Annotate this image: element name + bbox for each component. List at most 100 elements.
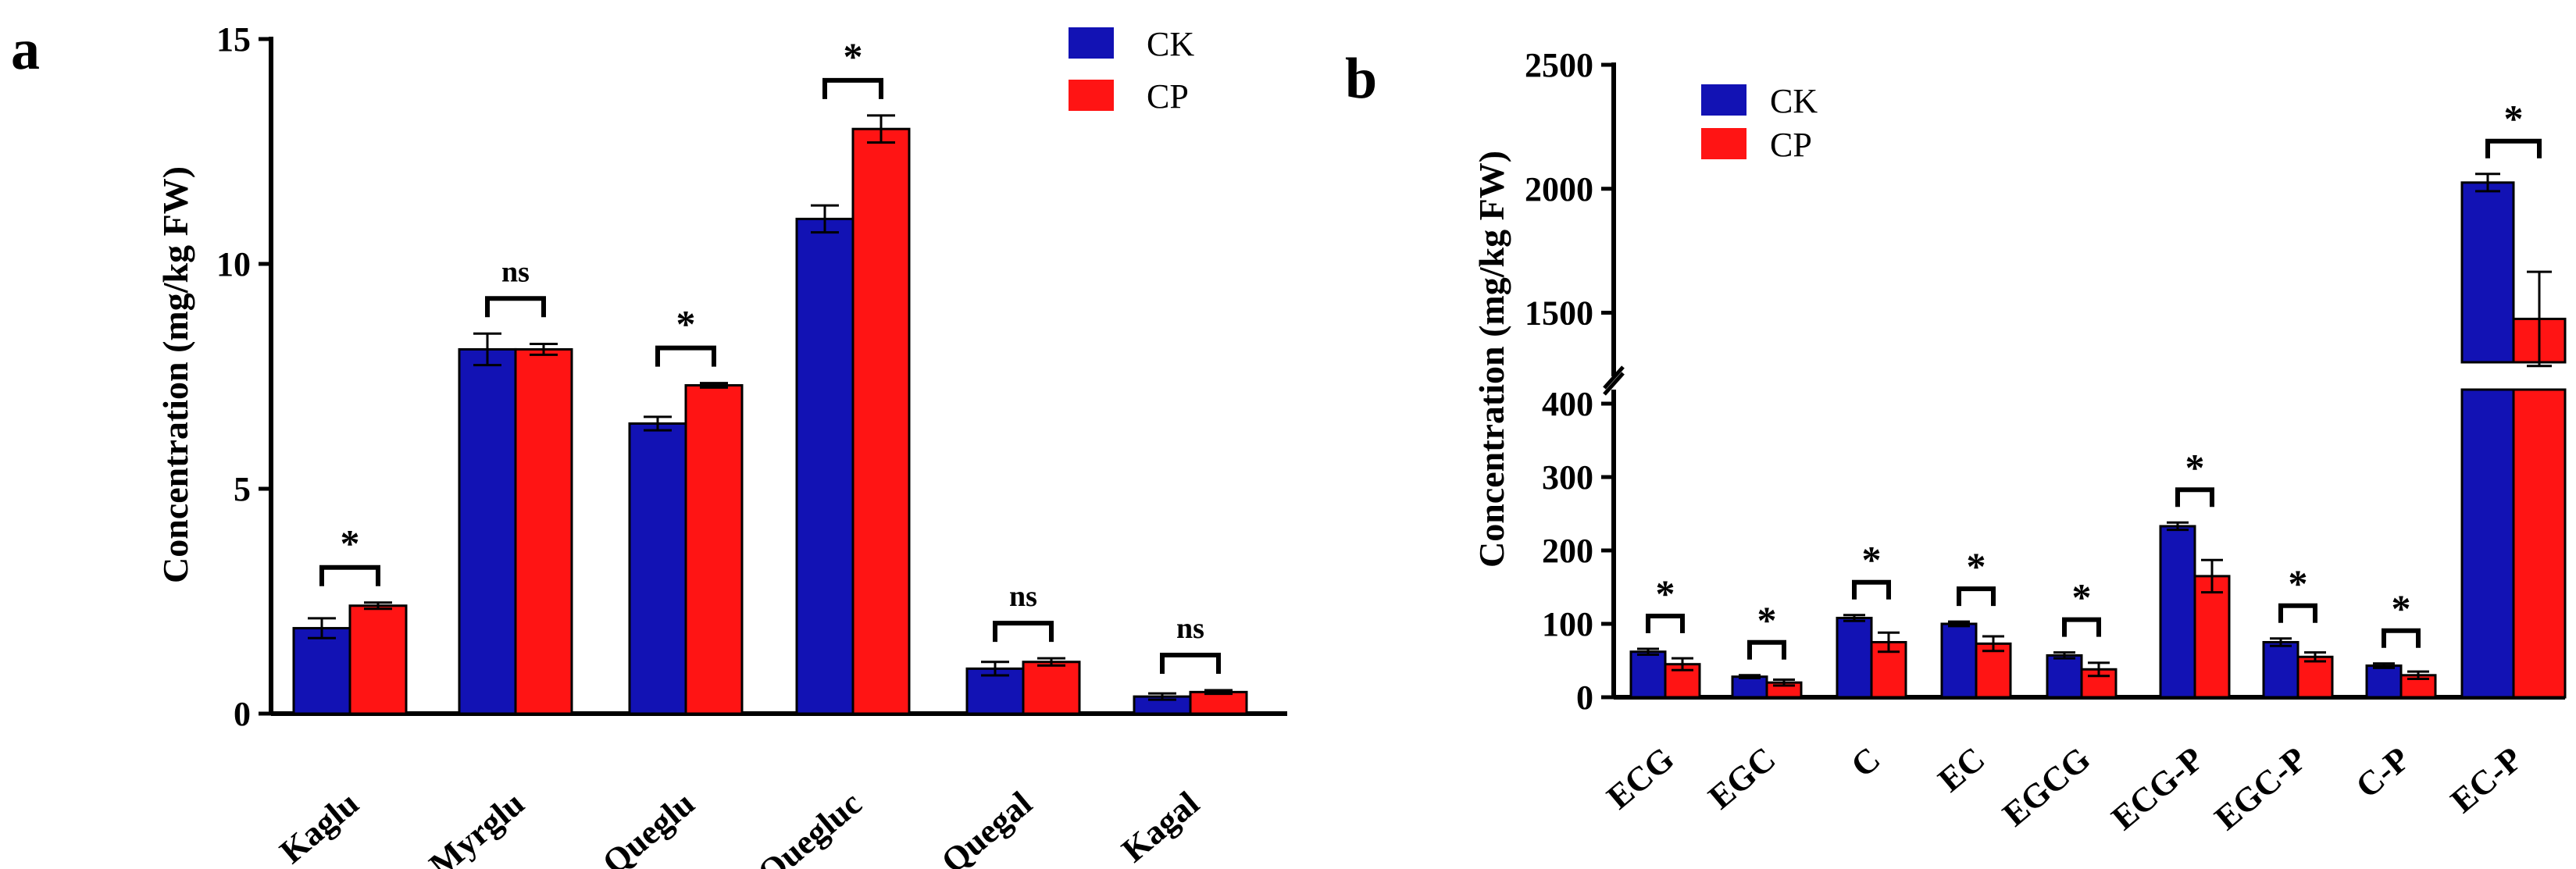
panel-b-xtick-label: ECG [1600, 739, 1682, 817]
panel-b-legend: CK CP [1701, 82, 1818, 164]
panel-b-bar-ck [1940, 622, 1978, 699]
panel-b-ytick-label: 100 [1542, 605, 1593, 643]
panel-b-ytick-label: 300 [1542, 458, 1593, 497]
panel-b-xtick-label: EGCG [1996, 739, 2098, 834]
panel-b-sig-label: * [1967, 544, 1986, 588]
panel-a-bar-cp [1189, 690, 1248, 715]
panel-b-xtick-label: C-P [2349, 739, 2417, 806]
panel-a-sig-label: * [341, 522, 360, 565]
panel-b-sig-label: * [2072, 575, 2092, 619]
panel-b-xtick-label: EGC-P [2207, 739, 2314, 838]
panel-b-sig-bracket [2485, 138, 2542, 158]
panel-b-sig-bracket [1852, 579, 1891, 600]
panel-a-ytick-label: 10 [216, 245, 251, 283]
panel-b-sig-bracket [2062, 617, 2101, 637]
panel-a-sig-bracket [319, 564, 380, 586]
panel-a-bar-ck [458, 347, 517, 715]
panel-a-legend: CK CP [1069, 25, 1194, 116]
panel-a-bar-ck [292, 627, 351, 715]
panel-b-ytick-label: 400 [1542, 385, 1593, 423]
legend-a-cp-swatch [1069, 80, 1114, 111]
panel-a-bar-cp [348, 604, 408, 715]
panel-b-sig-bracket [2175, 487, 2214, 508]
panel-a-xtick-label: Quegal [934, 784, 1039, 869]
panel-b-ytick-label: 0 [1576, 678, 1593, 717]
legend-a-ck-label: CK [1147, 25, 1194, 63]
panel-a-bar-ck [628, 422, 687, 715]
panel-a-sig-label: ns [1176, 612, 1204, 645]
panel-a-sig-bracket [822, 77, 883, 99]
panel-b-bar-cp [1975, 642, 2012, 699]
panel-b-ytick-label: 1500 [1525, 294, 1593, 333]
panel-b-xtick-label: EGC [1701, 739, 1783, 817]
legend-b-cp-label: CP [1770, 126, 1812, 164]
panel-a-sig-bracket [993, 621, 1054, 643]
panel-a-xtick-label: Kagal [1115, 784, 1207, 869]
legend-a-cp-label: CP [1147, 77, 1189, 116]
panel-a-sig-label: ns [1009, 580, 1037, 613]
panel-b-sig-label: * [2289, 561, 2308, 605]
panel-b-bar-cp [2296, 655, 2334, 699]
panel-b-sig-bracket [1646, 613, 1685, 633]
panel-b-axis-break-mark [1603, 365, 1625, 390]
panel-b-sig-bracket [2278, 603, 2317, 623]
panel-a-ytick-label: 0 [234, 695, 251, 733]
panel-b-bar-ck-upper [2460, 181, 2515, 364]
panel-a-xtick-label: Queglu [595, 784, 701, 869]
panel-a-ytick-label: 5 [234, 470, 251, 508]
panel-b-bar-ck [1836, 616, 1873, 699]
panel-b-sig-bracket [1957, 586, 1996, 607]
panel-b-sig-bracket [2382, 628, 2421, 648]
panel-a-bar-ck [795, 217, 855, 715]
panel-b-bar-ck [2365, 664, 2403, 699]
panel-b-bar-cp-lower [2512, 388, 2567, 699]
panel-a-sig-bracket [655, 345, 716, 367]
panel-b-xtick-label: EC [1931, 739, 1992, 800]
panel-b-ylabel: Concentration (mg/kg FW) [1472, 151, 1511, 568]
panel-b-ytick-label: 2000 [1525, 170, 1593, 208]
panel-b-sig-label: * [2504, 97, 2524, 141]
legend-b-cp-swatch [1701, 128, 1746, 159]
panel-a-sig-bracket [1160, 653, 1221, 675]
panel-b-letter: b [1345, 47, 1377, 111]
panel-b-bar-ck-lower [2460, 388, 2515, 699]
panel-b-bar-ck [2262, 641, 2299, 699]
panel-b-xtick-label: EC-P [2443, 739, 2529, 821]
panel-a-letter: a [11, 18, 40, 82]
panel-a-ytick-label: 15 [216, 20, 251, 59]
panel-b-sig-label: * [2392, 586, 2411, 630]
panel-b-xtick-label: C [1844, 739, 1888, 785]
panel-a-sig-label: * [844, 34, 863, 78]
panel-a-bar-cp [514, 347, 573, 715]
legend-b-ck-swatch [1701, 84, 1746, 116]
panel-a-sig-label: ns [501, 255, 530, 288]
panel-b-xtick-label: ECG-P [2104, 739, 2210, 838]
panel-b-axis-break-mark [1603, 372, 1625, 396]
panel-a-plot: 0 5 10 15 * Kaglu ns Myrglu * Queglu * Quegluc ns Que… [216, 20, 1287, 869]
panel-b-bar-ck [2046, 654, 2083, 699]
panel-b-bar-ck [1731, 675, 1768, 699]
panel-a-xtick-label: Quegluc [751, 784, 869, 869]
panel-b-sig-label: * [1862, 538, 1882, 582]
panel-a-ylabel: Concentration (mg/kg FW) [155, 166, 195, 583]
panel-b-sig-label: * [1656, 572, 1675, 615]
panel-a-xtick-label: Kaglu [273, 784, 366, 869]
panel-a-bar-cp [684, 384, 744, 715]
panel-b-ytick-label: 200 [1542, 532, 1593, 570]
panel-a-bar-cp [851, 127, 911, 715]
panel-b-sig-label: * [1757, 598, 1777, 642]
panel-b-ytick-label: 2500 [1525, 46, 1593, 84]
panel-b-plot: 0 100 200 300 400 1500 2000 2500 * ECG * EGC * C * EC * E… [1525, 46, 2567, 838]
panel-a-bar-cp [1022, 661, 1081, 715]
panel-a-xtick-label: Myrglu [422, 784, 531, 869]
panel-b-sig-label: * [2185, 445, 2205, 489]
panel-b-bar-ck [1629, 650, 1667, 699]
panel-b-bar-cp [2193, 575, 2231, 699]
legend-a-ck-swatch [1069, 27, 1114, 59]
panel-a-sig-label: * [676, 302, 696, 346]
legend-b-ck-label: CK [1770, 82, 1818, 120]
panel-b-bar-ck [2159, 525, 2196, 699]
panel-b-sig-bracket [1747, 639, 1786, 660]
panel-a-sig-bracket [485, 296, 546, 318]
